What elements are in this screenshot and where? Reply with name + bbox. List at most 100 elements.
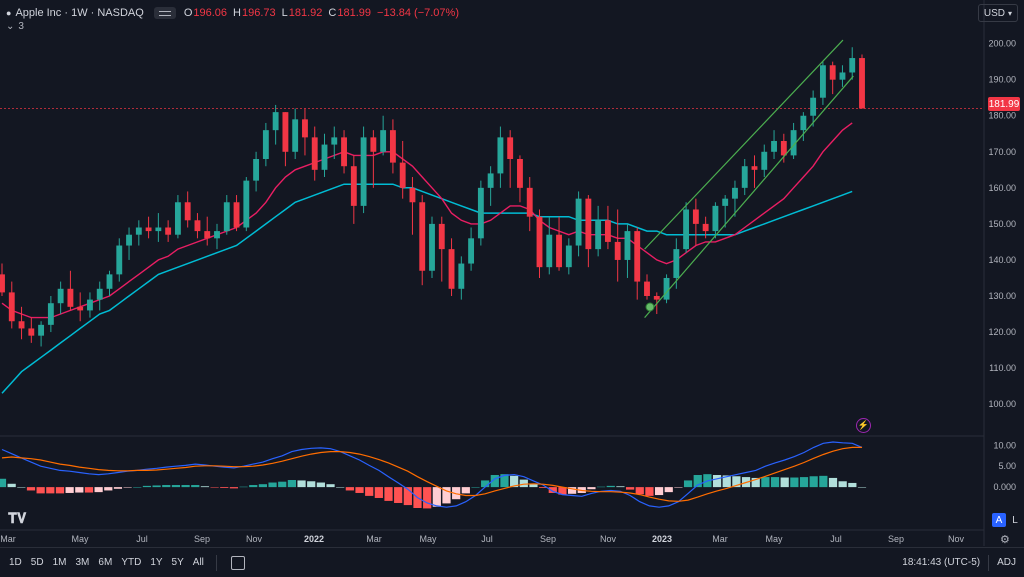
- adjust-toggle[interactable]: ADJ: [997, 557, 1016, 568]
- macd-y-tick-label: 0.000: [993, 482, 1016, 492]
- candle-body: [243, 180, 250, 228]
- candle-body: [57, 288, 64, 304]
- histogram-bar: [326, 484, 335, 488]
- x-tick-label: Jul: [136, 534, 148, 544]
- y-tick-label: 110.00: [989, 363, 1016, 373]
- x-tick-label: May: [419, 534, 437, 544]
- channel-upper-line: [644, 39, 844, 250]
- histogram-bar: [809, 476, 818, 488]
- histogram-bar: [770, 477, 780, 488]
- low-label: L: [281, 7, 288, 19]
- candle-body: [800, 115, 807, 131]
- histogram-bar: [481, 480, 490, 488]
- candle-body: [321, 144, 328, 170]
- timeframe-ytd[interactable]: YTD: [121, 557, 142, 568]
- candle-body: [184, 202, 191, 221]
- histogram-bar: [519, 479, 528, 488]
- histogram-bar: [84, 487, 94, 493]
- timeframe-1y[interactable]: 1Y: [150, 557, 163, 568]
- candle-body: [77, 306, 84, 311]
- tradingview-logo-icon[interactable]: 𝐓𝐕: [8, 510, 27, 526]
- candle-body: [653, 296, 660, 300]
- x-tick-label: Mar: [0, 534, 16, 544]
- candle-body: [722, 198, 729, 206]
- histogram-bar: [548, 487, 557, 493]
- histogram-bar: [500, 474, 509, 488]
- candle-body: [253, 159, 260, 181]
- timeframe-5d[interactable]: 5D: [30, 557, 44, 568]
- histogram-bar: [606, 485, 615, 488]
- histogram-bar: [848, 482, 857, 488]
- candle-body: [458, 263, 465, 289]
- histogram-bar: [616, 486, 625, 488]
- log-scale-button[interactable]: L: [1012, 514, 1018, 526]
- chevron-down-icon: ⌄: [6, 21, 15, 32]
- close-label: C: [328, 7, 337, 19]
- calendar-icon[interactable]: [230, 555, 245, 570]
- last-price-label: 181.99: [988, 97, 1020, 111]
- timeframe-1m[interactable]: 1M: [52, 557, 67, 568]
- histogram-bar: [210, 487, 219, 488]
- x-tick-label: 2022: [304, 534, 324, 544]
- candle-body: [692, 209, 699, 224]
- candle-body: [712, 205, 719, 232]
- histogram-bar: [587, 487, 596, 490]
- x-tick-label: Sep: [540, 534, 556, 544]
- timeframe-5y[interactable]: 5Y: [171, 557, 184, 568]
- y-tick-label: 140.00: [988, 255, 1016, 265]
- histogram-bar: [26, 487, 36, 491]
- candle-body: [360, 137, 367, 206]
- histogram-bar: [307, 481, 316, 488]
- gear-icon[interactable]: ⚙: [1000, 534, 1010, 546]
- x-tick-label: Jul: [830, 534, 842, 544]
- change-value: −13.84 (−7.07%): [377, 7, 459, 19]
- histogram-bar: [191, 485, 200, 488]
- lightning-icon[interactable]: ⚡: [856, 418, 871, 433]
- timeframe-1d[interactable]: 1D: [9, 557, 22, 568]
- candle-body: [194, 220, 201, 232]
- histogram-bar: [471, 487, 480, 488]
- candle-body: [644, 281, 650, 296]
- histogram-bar: [336, 487, 345, 488]
- histogram-bar: [712, 475, 722, 488]
- candle-body: [204, 231, 211, 239]
- histogram-bar: [142, 485, 152, 488]
- candle-body: [8, 292, 15, 322]
- candle-body: [116, 245, 123, 275]
- candle-body: [292, 119, 299, 152]
- histogram-bar: [403, 487, 412, 506]
- x-tick-label: Nov: [246, 534, 263, 544]
- histogram-bar: [761, 477, 770, 488]
- candle-body: [683, 209, 690, 250]
- currency-select[interactable]: USD ▾: [977, 4, 1018, 22]
- y-tick-label: 200.00: [988, 39, 1016, 49]
- y-tick-label: 180.00: [988, 111, 1016, 121]
- indicators-toggle[interactable]: ⌄ 3: [6, 21, 24, 32]
- y-tick-label: 120.00: [988, 327, 1016, 337]
- histogram-bar: [394, 487, 403, 503]
- timeframe-3m[interactable]: 3M: [75, 557, 90, 568]
- ma-slow-line: [1, 183, 853, 394]
- histogram-bar: [278, 481, 287, 488]
- x-tick-label: May: [71, 534, 89, 544]
- candle-body: [604, 220, 611, 242]
- high-value: 196.73: [241, 7, 276, 19]
- x-tick-label: Mar: [712, 534, 728, 544]
- histogram-bar: [780, 477, 789, 488]
- auto-scale-button[interactable]: A: [992, 513, 1006, 527]
- x-tick-label: 2023: [652, 534, 672, 544]
- candle-body: [536, 216, 543, 268]
- timeframe-all[interactable]: All: [192, 557, 204, 568]
- histogram-bar: [249, 485, 258, 488]
- divider: [988, 554, 990, 571]
- x-tick-label: Nov: [948, 534, 965, 544]
- chart-canvas[interactable]: 100.00 110.00 120.00 130.00 140.00 150.00 160.…: [0, 0, 1024, 546]
- symbol-title[interactable]: Apple Inc · 1W · NASDAQ: [15, 7, 144, 19]
- candle-body: [595, 220, 602, 250]
- timeframe-6m[interactable]: 6M: [98, 557, 113, 568]
- histogram-bar: [239, 486, 248, 488]
- visibility-toggle-icon[interactable]: [153, 7, 176, 19]
- histogram-bar: [751, 477, 760, 488]
- histogram-bar: [113, 487, 123, 489]
- clock-time[interactable]: 18:41:43 (UTC-5): [902, 557, 981, 568]
